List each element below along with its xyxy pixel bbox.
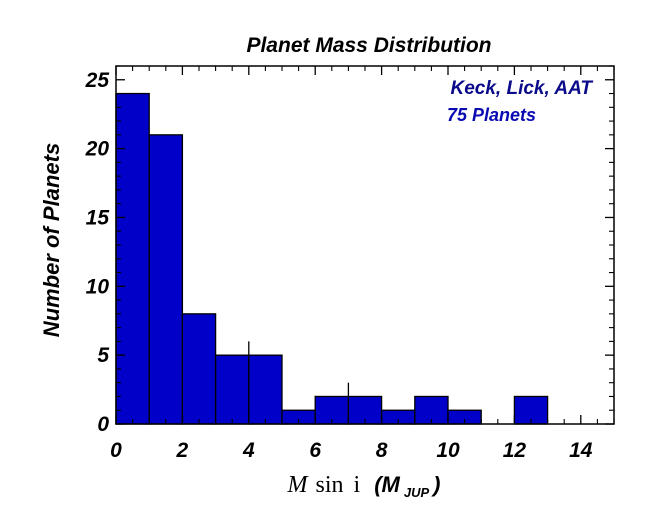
x-tick-label: 0 bbox=[110, 439, 122, 462]
x-axis-label: M sin i (M JUP ) bbox=[287, 472, 441, 501]
y-tick-label: 20 bbox=[85, 138, 110, 161]
histogram-bar bbox=[181, 313, 217, 425]
annotation-count: 75 Planets bbox=[447, 105, 536, 125]
x-axis-label-symbol: M bbox=[287, 472, 310, 498]
x-tick-label: 4 bbox=[242, 439, 255, 462]
annotation-source: Keck, Lick, AAT bbox=[451, 78, 594, 99]
bars-group bbox=[115, 92, 549, 425]
x-tick-label: 8 bbox=[376, 439, 388, 462]
x-tick-label: 10 bbox=[436, 439, 460, 462]
x-axis-label-unit-sub: JUP bbox=[404, 485, 430, 500]
y-tick-label: 15 bbox=[86, 206, 110, 229]
x-tick-label: 14 bbox=[569, 439, 593, 462]
y-tick-label: 5 bbox=[97, 344, 109, 367]
x-tick-label: 2 bbox=[176, 439, 189, 462]
y-tick-label: 10 bbox=[86, 275, 110, 298]
ticks-group bbox=[115, 65, 615, 425]
x-tick-label: 12 bbox=[503, 439, 527, 462]
histogram-bar bbox=[248, 354, 283, 425]
y-tick-label: 0 bbox=[97, 413, 109, 436]
x-axis-label-unit-open: (M bbox=[374, 472, 400, 497]
histogram-bar bbox=[148, 134, 184, 425]
chart-title: Planet Mass Distribution bbox=[246, 34, 491, 57]
histogram-bar bbox=[214, 354, 250, 425]
y-tick-label: 25 bbox=[85, 69, 110, 92]
x-axis-label-func: sin bbox=[316, 472, 344, 498]
x-tick-label: 6 bbox=[309, 439, 321, 462]
x-axis-label-unit-close: ) bbox=[431, 472, 440, 497]
tick-labels-group: 0 2 4 6 8 10 12 14 0 5 10 15 20 25 bbox=[85, 69, 593, 462]
x-axis-label-var: i bbox=[354, 472, 361, 498]
y-axis-label: Number of Planets bbox=[39, 143, 64, 337]
